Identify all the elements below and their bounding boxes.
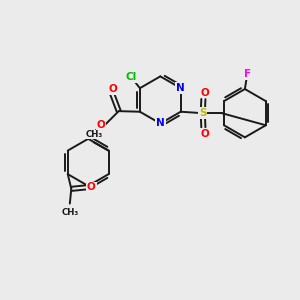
Text: Cl: Cl <box>125 72 137 82</box>
Text: O: O <box>200 88 209 98</box>
Text: O: O <box>97 120 105 130</box>
Text: S: S <box>199 108 206 118</box>
Text: N: N <box>176 83 185 93</box>
Text: CH₃: CH₃ <box>85 130 103 139</box>
Text: CH₃: CH₃ <box>61 208 79 217</box>
Text: O: O <box>108 84 117 94</box>
Text: O: O <box>200 129 209 139</box>
Text: N: N <box>156 118 165 128</box>
Text: F: F <box>244 69 251 79</box>
Text: O: O <box>87 182 96 192</box>
